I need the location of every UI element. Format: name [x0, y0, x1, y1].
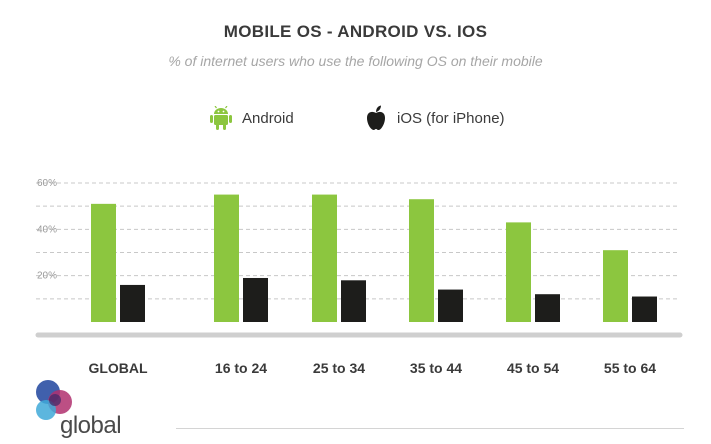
logo-circles-icon	[36, 380, 72, 420]
bar-ios	[341, 280, 366, 322]
legend: Android iOS (for iPhone)	[0, 104, 711, 132]
bar-ios	[535, 294, 560, 322]
bar-android	[91, 203, 116, 322]
bar-ios	[632, 296, 657, 322]
bar-android	[312, 194, 337, 322]
footer-divider	[176, 428, 684, 429]
x-tick-label: 55 to 64	[604, 360, 656, 376]
legend-item-ios: iOS (for iPhone)	[365, 104, 505, 132]
apple-icon	[367, 105, 385, 130]
y-tick-label: 40%	[37, 224, 57, 235]
bar-ios	[120, 284, 145, 322]
legend-label-android: Android	[242, 109, 294, 127]
y-tick-label: 20%	[37, 271, 57, 282]
x-tick-label: 25 to 34	[313, 360, 365, 376]
page-subtitle: % of internet users who use the followin…	[168, 53, 543, 69]
y-tick-label: 60%	[37, 178, 57, 189]
x-tick-label: 35 to 44	[410, 360, 462, 376]
legend-label-ios: iOS (for iPhone)	[397, 109, 505, 127]
bar-android	[214, 194, 239, 322]
android-icon	[210, 106, 232, 130]
global-logo: global	[32, 378, 132, 444]
bar-android	[506, 222, 531, 322]
x-tick-label: 45 to 54	[507, 360, 559, 376]
x-tick-label: GLOBAL	[88, 360, 148, 376]
logo-text: global	[60, 412, 122, 439]
bar-ios	[243, 277, 268, 322]
bar-android	[603, 250, 628, 322]
x-tick-label: 16 to 24	[215, 360, 267, 376]
bar-android	[409, 199, 434, 322]
bar-ios	[438, 289, 463, 322]
page-title: MOBILE OS - ANDROID VS. IOS	[223, 22, 488, 41]
legend-item-android: Android	[210, 104, 294, 132]
